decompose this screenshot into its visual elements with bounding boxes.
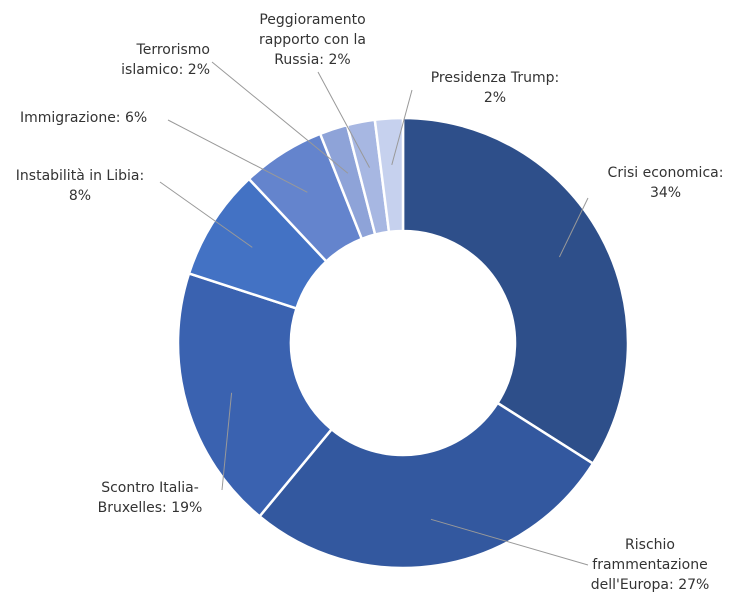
category-label: Peggioramento rapporto con la Russia: [259,12,366,68]
leader-line [159,181,253,248]
value-label: 2% [483,90,507,106]
category-label: Rischio frammentazione dell'Europa: [590,537,708,593]
category-label: Immigrazione: [20,110,121,126]
leader-line [317,71,370,168]
value-label: 2% [328,52,351,68]
donut-slice [257,401,595,570]
data-label: Scontro Italia-Bruxelles: 19% [80,478,220,518]
value-label: 6% [124,110,148,126]
value-label: 27% [678,577,710,593]
data-label: Presidenza Trump: 2% [420,68,570,108]
value-label: 8% [68,188,92,204]
category-label: Instabilità in Libia: [15,168,145,184]
leader-line [211,61,349,174]
leader-line [391,89,413,165]
data-label: Immigrazione: 6% [20,108,170,128]
category-label: Scontro Italia-Bruxelles: [97,480,199,516]
leader-line [430,518,589,566]
category-label: Crisi economica: [607,165,724,181]
value-label: 34% [649,185,682,201]
donut-slice [373,116,405,234]
data-label: Peggioramento rapporto con la Russia: 2% [245,10,380,70]
donut-slice [176,271,334,519]
donut-slice [401,116,630,466]
category-label: Terrorismo islamico: [121,42,210,78]
value-label: 2% [187,62,210,78]
leader-line [558,197,589,258]
leader-line [221,392,233,491]
category-label: Presidenza Trump: [430,70,560,86]
data-label: Instabilità in Libia: 8% [5,166,155,206]
data-label: Terrorismo islamico: 2% [95,40,210,80]
data-label: Rischio frammentazione dell'Europa: 27% [575,535,725,595]
leader-line [167,119,308,193]
value-label: 19% [171,500,203,516]
data-label: Crisi economica: 34% [598,163,733,203]
